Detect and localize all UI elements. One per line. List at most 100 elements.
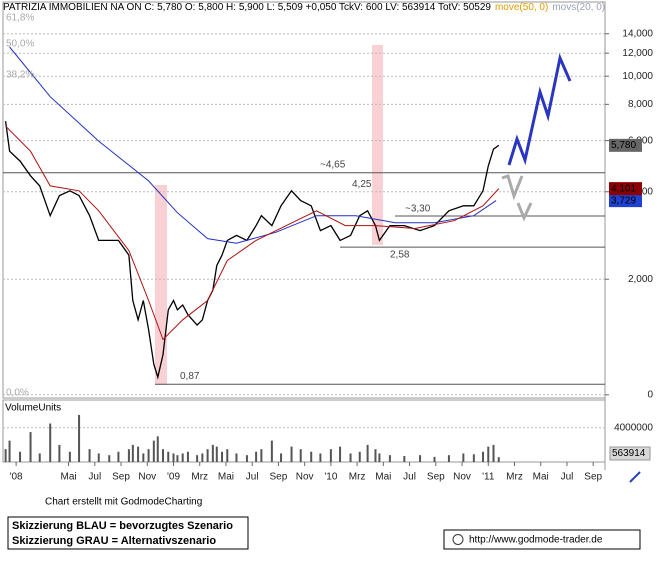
header: PATRIZIA IMMOBILIEN NA ON C: 5,780 O: 5,… (3, 2, 605, 13)
volume-bar (310, 451, 313, 462)
volume-bar (58, 444, 61, 462)
x-tick-label: Jul (403, 472, 416, 483)
volume-bar (4, 449, 7, 462)
volume-bar (472, 454, 475, 462)
x-tick-label: Sep (112, 472, 130, 483)
url-box (443, 529, 641, 550)
volume-bar (447, 455, 450, 462)
level-label: ~3,30 (405, 204, 431, 215)
volume-bar (339, 446, 342, 462)
highlight-band (372, 45, 383, 245)
volume-bar (290, 446, 293, 462)
url-icon (452, 534, 464, 545)
volume-bar (366, 444, 369, 462)
volume-bar (131, 444, 134, 462)
y-tick-label: 0 (647, 389, 653, 400)
volume-bar (201, 453, 204, 462)
volume-bar (482, 451, 485, 462)
volume-bar (487, 446, 490, 462)
x-tick-label: Mai (375, 472, 391, 483)
y-tick-label: 12,000 (622, 48, 653, 59)
x-tick-label: Mai (61, 472, 77, 483)
highlight-band (155, 185, 167, 385)
volume-bar (127, 449, 130, 462)
volume-bar (49, 423, 52, 462)
x-tick-label: Mrz (506, 472, 523, 483)
volume-bar (172, 453, 175, 462)
end-label: 4,101 (611, 183, 636, 194)
volume-bar (215, 446, 218, 462)
fib-label: 50,0% (6, 39, 34, 50)
level-label: 2,58 (390, 250, 410, 261)
corner-icon (629, 471, 641, 483)
volume-bar (299, 449, 302, 462)
price-line (4, 121, 500, 380)
scenario-sketches (501, 53, 572, 222)
end-label: 5,780 (611, 140, 636, 151)
x-tick-label: '09 (167, 472, 180, 483)
volume-bar (388, 455, 391, 462)
volume-bar (358, 451, 361, 462)
header-title: PATRIZIA IMMOBILIEN NA ON C: 5,780 O: 5,… (3, 2, 491, 13)
volume-bar (349, 453, 352, 462)
x-tick-label: Jul (561, 472, 574, 483)
volume-bar (29, 432, 32, 462)
x-tick-label: '11 (482, 472, 495, 483)
volume-bar (152, 440, 155, 462)
volume-bar (270, 440, 273, 462)
x-tick-label: Nov (296, 472, 314, 483)
volume-bar (280, 453, 283, 462)
annotation: 4,25 (352, 179, 372, 190)
volume-bar (186, 451, 189, 462)
end-label-box (609, 194, 642, 208)
url[interactable]: http://www.godmode-trader.de (469, 535, 603, 546)
gray-scenario (501, 174, 524, 201)
volume-bar (235, 453, 238, 462)
x-tick-label: Nov (138, 472, 156, 483)
volume-bar (378, 453, 381, 462)
y-tick-label: 2,000 (628, 274, 653, 285)
end-label: 3,729 (611, 195, 636, 206)
legend-entry: move(50, 0) (495, 2, 548, 13)
x-tick-label: Nov (453, 472, 471, 483)
end-label-box (609, 138, 642, 152)
volume-bar (162, 449, 165, 462)
blue-scenario (507, 53, 572, 166)
volume-bar (88, 449, 91, 462)
volume-bar (221, 451, 224, 462)
end-label-box (609, 182, 642, 196)
gray-scenario (516, 202, 533, 222)
volume-bar (403, 456, 406, 462)
volume-bar (8, 440, 11, 462)
end-label-box (609, 446, 651, 461)
x-tick-label: Sep (427, 472, 445, 483)
volume-bar (433, 456, 436, 462)
volume-bar (492, 444, 495, 462)
x-tick-label: Mai (218, 472, 234, 483)
x-tick-label: Jul (88, 472, 101, 483)
volume-bar (374, 449, 377, 462)
volume-bar (255, 451, 258, 462)
volume-bar (462, 453, 465, 462)
volume-bar (38, 453, 41, 462)
x-tick-label: Mrz (349, 472, 366, 483)
y-tick-label: 14,000 (622, 28, 653, 39)
volume-bar (497, 457, 500, 462)
volume-bar (97, 453, 100, 462)
volume-bar (78, 414, 81, 462)
volume-bar (319, 453, 322, 462)
volume-bar (181, 453, 184, 462)
volume-bar (142, 453, 145, 462)
moving-average (5, 125, 500, 341)
volume-bar (211, 444, 214, 462)
y-tick-label: 4000000 (614, 422, 653, 433)
volume-bar (260, 449, 263, 462)
x-tick-label: Mai (533, 472, 549, 483)
end-label: 563914 (612, 448, 646, 459)
x-tick-label: Sep (584, 472, 602, 483)
volume-label: VolumeUnits (5, 403, 61, 414)
volume-bar (176, 455, 179, 462)
credit: Chart erstellt mit GodmodeCharting (45, 497, 202, 508)
